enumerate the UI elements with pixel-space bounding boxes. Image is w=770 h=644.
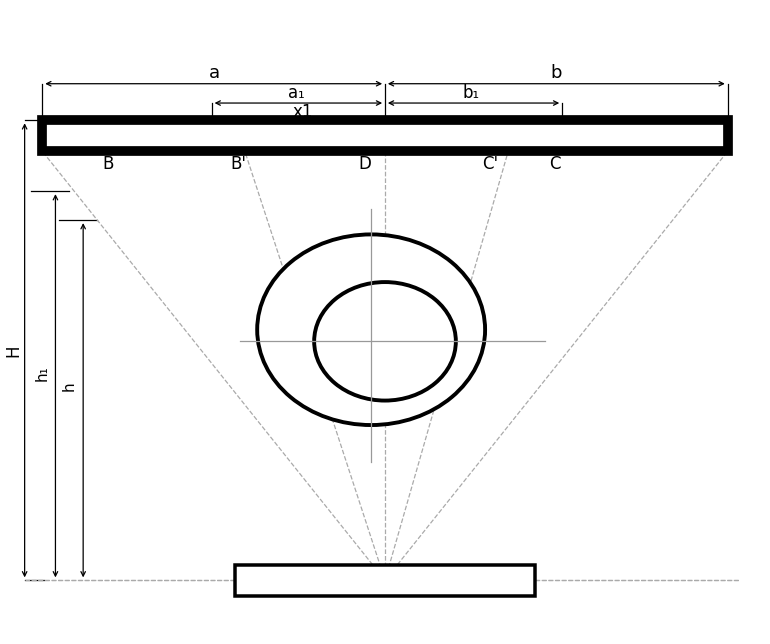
Text: O: O (389, 342, 401, 357)
Circle shape (314, 282, 456, 401)
Text: A: A (380, 576, 390, 594)
Text: a₁: a₁ (288, 84, 305, 102)
Text: H: H (5, 344, 23, 357)
Text: b: b (551, 64, 561, 82)
Text: a: a (209, 64, 219, 82)
Bar (42, 120, 728, 151)
Text: C: C (549, 155, 560, 173)
Text: O': O' (400, 326, 417, 341)
Text: x1: x1 (293, 103, 313, 121)
Text: b₁: b₁ (463, 84, 480, 102)
Text: h: h (62, 382, 77, 391)
Circle shape (257, 234, 485, 425)
Text: B': B' (231, 155, 246, 173)
Text: C': C' (483, 155, 498, 173)
Text: D: D (359, 155, 371, 173)
Text: B: B (102, 155, 113, 173)
Bar (235, 565, 535, 596)
Text: h₁: h₁ (35, 366, 50, 381)
